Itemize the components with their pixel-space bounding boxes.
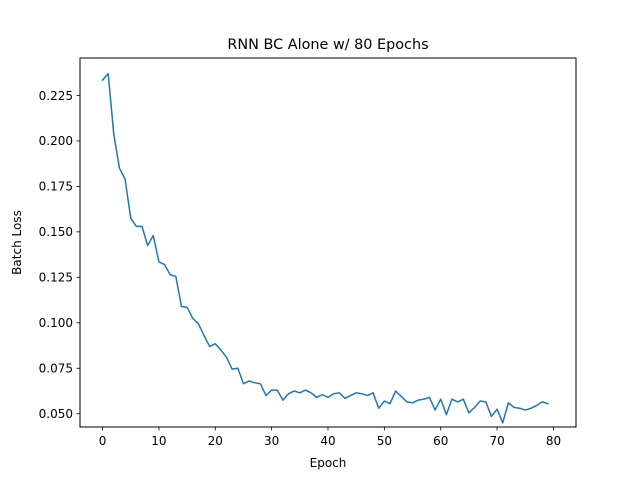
series-line [101, 72, 549, 424]
chart-title: RNN BC Alone w/ 80 Epochs [227, 37, 428, 53]
y-tick-label: 0.100 [39, 316, 73, 330]
plot-area [101, 72, 549, 424]
y-tick-label: 0.175 [39, 180, 73, 194]
x-axis: 0 10 20 30 40 50 60 70 80 [99, 427, 561, 448]
x-tick-label: 70 [489, 434, 504, 448]
x-tick-label: 20 [208, 434, 223, 448]
y-tick-label: 0.075 [39, 362, 73, 376]
y-tick-label: 0.125 [39, 271, 73, 285]
x-tick-label: 0 [99, 434, 107, 448]
y-axis: 0.050 0.075 0.100 0.125 0.150 0.175 0.200 0.225 [39, 89, 80, 421]
x-tick-label: 40 [320, 434, 335, 448]
y-tick-label: 0.225 [39, 89, 73, 103]
x-tick-label: 30 [264, 434, 279, 448]
x-tick-label: 80 [546, 434, 561, 448]
x-axis-label: Epoch [310, 456, 347, 470]
y-tick-label: 0.150 [39, 225, 73, 239]
x-tick-label: 50 [377, 434, 392, 448]
y-tick-label: 0.200 [39, 134, 73, 148]
x-tick-label: 60 [433, 434, 448, 448]
y-axis-label: Batch Loss [10, 210, 24, 275]
x-tick-label: 10 [151, 434, 166, 448]
y-tick-label: 0.050 [39, 407, 73, 421]
